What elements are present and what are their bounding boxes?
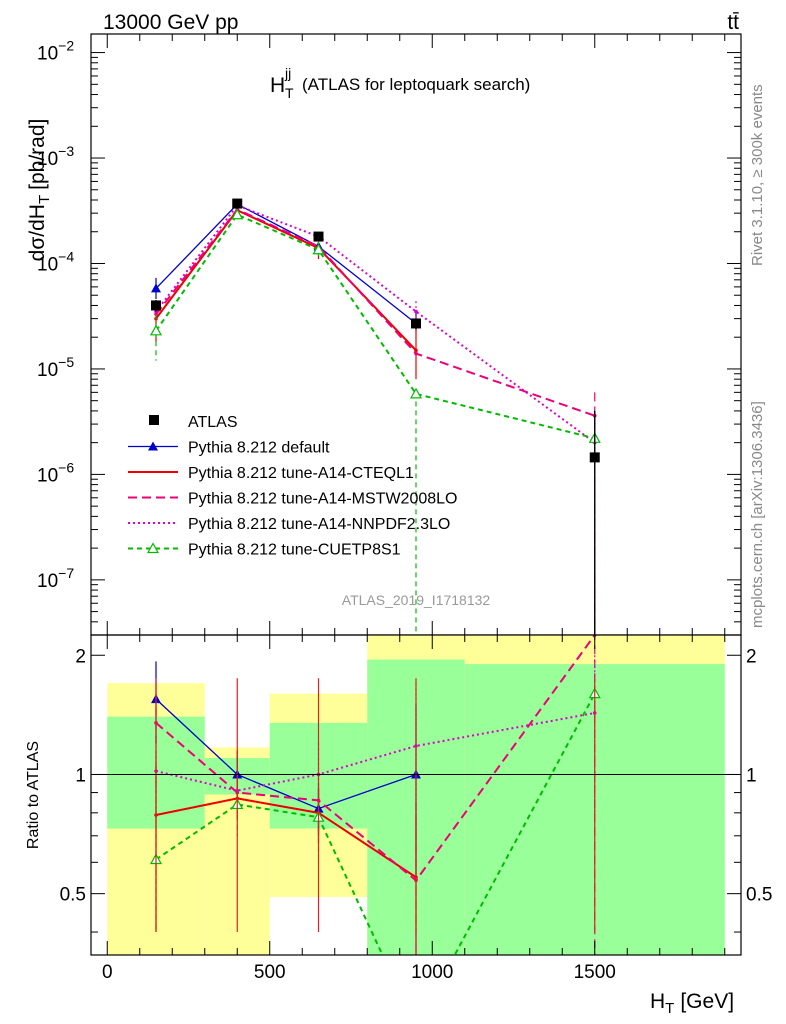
- series-line-a14_mstw: [155, 208, 596, 417]
- series-line-default: [155, 203, 417, 324]
- main-y-tick-label: 10−5: [37, 354, 74, 381]
- point-a14_nnpdf: [414, 309, 418, 314]
- mcplots-label-text: mcplots.cern.ch [arXiv:1306.3436]: [749, 401, 766, 628]
- svg-text:dσ/dHT[pb/rad]: dσ/dHT [pb/rad]: [26, 119, 53, 262]
- legend: ATLAS Pythia 8.212 default Pythia 8.212 tu…: [128, 414, 457, 559]
- ratio-y-tick-label: 2: [75, 646, 86, 667]
- main-y-tick-label: 10−6: [37, 459, 74, 486]
- plot-title-main: H: [270, 74, 285, 97]
- main-series-clipped: [149, 198, 601, 635]
- ratio-y-tick-label: 0.5: [60, 885, 86, 906]
- rivet-label: Rivet 3.1.10, ≥ 300k events: [749, 84, 766, 266]
- data-point: [313, 231, 324, 242]
- x-tick-label: 1500: [574, 962, 616, 983]
- beam-label: 13000 GeV pp: [103, 11, 238, 34]
- point-default: [151, 283, 161, 293]
- point-a14_mstw: [414, 351, 418, 356]
- ratio-panel: 0 500 1000 1500 0.5 0.5 1 1 2 2 Ratio to ATLAS: [25, 634, 772, 983]
- mcplots-label: mcplots.cern.ch [arXiv:1306.3436]: [749, 401, 766, 628]
- x-tick-label: 500: [254, 962, 286, 983]
- ylabel-suffix: [pb/rad]: [26, 119, 49, 190]
- legend-label: Pythia 8.212 tune-A14-NNPDF2.3LO: [188, 516, 450, 533]
- y-axis-label: dσ/dHT [pb/rad]: [26, 119, 53, 262]
- series-line-cuetp8s1: [155, 213, 595, 440]
- x-tick-label: 0: [102, 962, 113, 983]
- ratio-series-clipped: [149, 635, 601, 955]
- point-cuetp8s1: [312, 243, 325, 255]
- ratio-y-tick-label-right: 1: [746, 765, 757, 786]
- data-point: [411, 318, 421, 329]
- legend-label: Pythia 8.212 tune-A14-MSTW2008LO: [188, 491, 457, 508]
- legend-marker-data: [149, 415, 159, 425]
- point-cuetp8s1: [149, 324, 163, 336]
- main-y-tick-label: 10−2: [37, 38, 74, 65]
- point-cuetp8s1: [409, 387, 423, 399]
- legend-label: Pythia 8.212 tune-CUETP8S1: [188, 542, 401, 559]
- main-panel: 10−7 10−6 10−5 10−4 10−3 10−2 H jj T (ATLAS f…: [26, 33, 742, 636]
- ratio-line-a14_cteq: [155, 797, 417, 879]
- x-axis-label: HT [GeV]: [650, 990, 734, 1017]
- plot-title-rest: (ATLAS for leptoquark search): [302, 75, 530, 94]
- point-a14_nnpdf: [154, 309, 158, 314]
- legend-marker-default: [148, 441, 158, 451]
- plot-title-sub: T: [285, 85, 294, 101]
- ratio-axis-label: Ratio to ATLAS: [25, 741, 42, 849]
- main-y-tick-label: 10−7: [37, 565, 74, 592]
- ratio-axes: 0 500 1000 1500 0.5 0.5 1 1 2 2: [60, 635, 772, 983]
- ratio-y-tick-label: 1: [75, 765, 86, 786]
- main-axes: 10−7 10−6 10−5 10−4 10−3 10−2: [37, 34, 741, 636]
- xlabel-sub: T: [665, 1000, 674, 1017]
- ratio-series-layer: [149, 635, 601, 955]
- data-point: [589, 452, 600, 463]
- legend-label: Pythia 8.212 default: [188, 440, 330, 457]
- ylabel-prefix: dσ/dH: [26, 204, 49, 261]
- process-label: tt̄: [727, 11, 739, 34]
- data-point: [232, 198, 243, 209]
- legend-label: ATLAS: [188, 414, 238, 431]
- main-y-tick-label: 10−3: [37, 143, 74, 170]
- plot-title: H: [270, 74, 285, 97]
- analysis-id: ATLAS_2019_I1718132: [342, 592, 491, 608]
- rivet-label-text: Rivet 3.1.10, ≥ 300k events: [749, 84, 766, 266]
- x-tick-label: 1000: [411, 962, 453, 983]
- ratio-frame: [90, 634, 742, 956]
- ratio-y-tick-label-right: 2: [746, 646, 757, 667]
- series-line-a14_nnpdf: [155, 204, 596, 444]
- xlabel-main: H: [650, 990, 665, 1013]
- ratio-y-tick-label-right: 0.5: [746, 885, 772, 906]
- main-series-layer: [149, 198, 601, 635]
- point-cuetp8s1: [231, 208, 244, 220]
- legend-marker-cuetp8s1: [146, 542, 160, 554]
- ratio-label-text: Ratio to ATLAS: [25, 741, 42, 849]
- data-point: [151, 300, 161, 311]
- plot-title-sup: jj: [284, 65, 291, 81]
- series-line-a14_cteq: [155, 208, 417, 352]
- ylabel-sub: T: [36, 195, 53, 204]
- ratio-line-default: [155, 698, 417, 810]
- xlabel-unit: [GeV]: [680, 990, 734, 1013]
- legend-label: Pythia 8.212 tune-A14-CTEQL1: [188, 465, 414, 482]
- main-y-tick-label: 10−4: [37, 248, 74, 275]
